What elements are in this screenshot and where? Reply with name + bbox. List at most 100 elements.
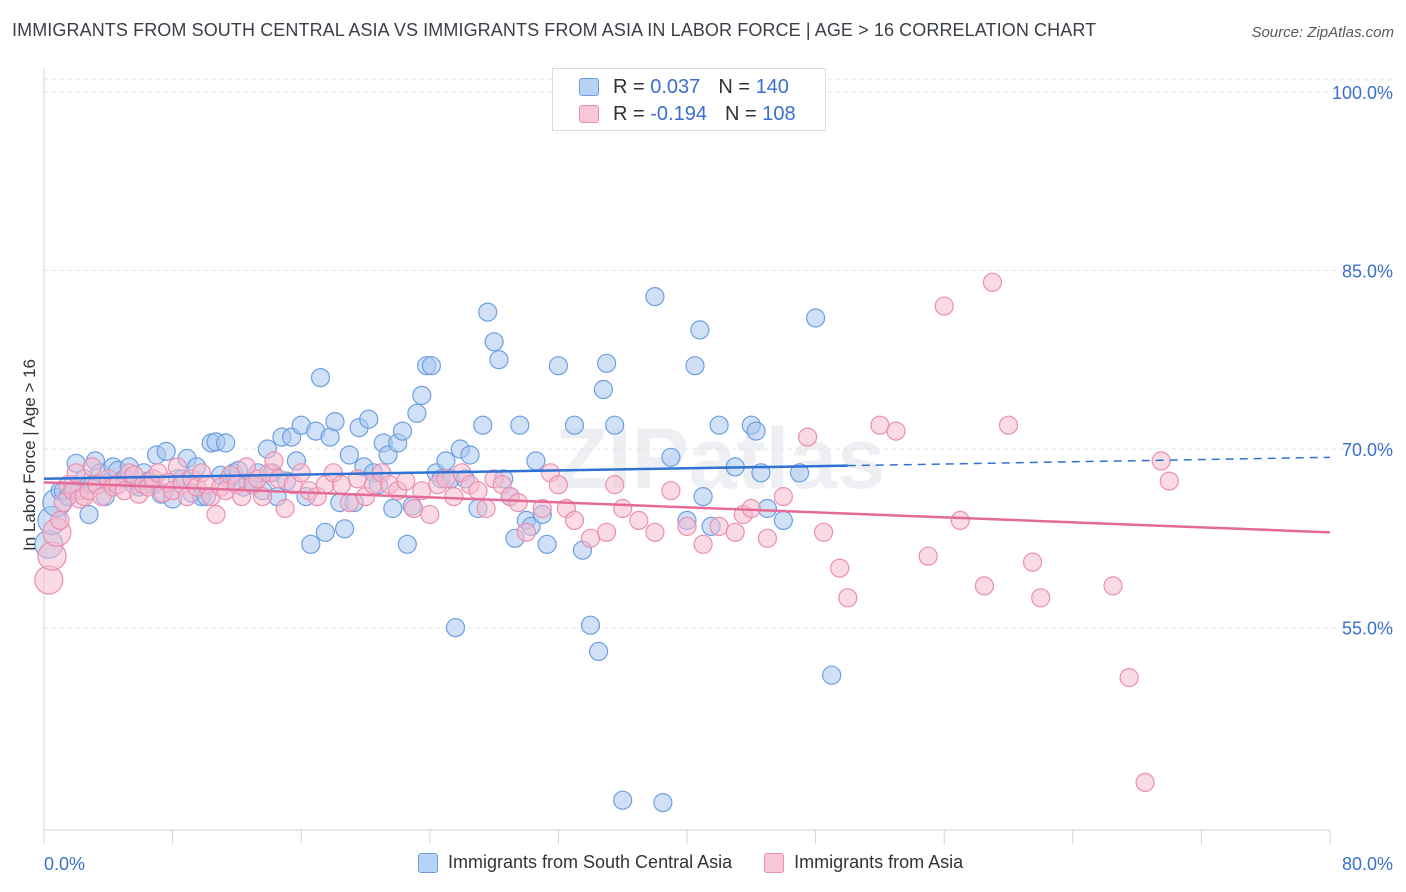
- data-point-asia: [998, 415, 1019, 435]
- data-point-south-central-asia: [510, 415, 530, 435]
- y-tick-label: 55.0%: [1342, 619, 1393, 639]
- data-point-asia: [596, 522, 617, 542]
- trend-line-extension: [847, 456, 1331, 467]
- y-tick-label: 70.0%: [1342, 440, 1393, 460]
- data-point-asia: [548, 475, 569, 495]
- correlation-legend: R = 0.037 N = 140 R = -0.194 N = 108: [552, 68, 826, 131]
- data-point-asia: [50, 510, 70, 531]
- data-point-asia: [725, 522, 745, 542]
- data-point-asia: [564, 510, 585, 531]
- legend-n-label: N =: [724, 102, 757, 125]
- data-point-asia: [629, 510, 649, 531]
- trend-line-asia: [43, 481, 1331, 534]
- legend-r-value: 0.037: [650, 75, 701, 98]
- data-point-south-central-asia: [596, 353, 617, 373]
- data-point-asia: [420, 504, 440, 525]
- data-point-south-central-asia: [645, 287, 665, 307]
- data-point-south-central-asia: [325, 412, 345, 432]
- data-point-south-central-asia: [335, 519, 355, 539]
- source-note: Source: ZipAtlas.com: [1251, 24, 1394, 41]
- data-point-south-central-asia: [789, 463, 810, 483]
- data-point-south-central-asia: [746, 421, 766, 441]
- data-point-asia: [918, 546, 938, 566]
- data-point-asia: [757, 528, 778, 548]
- data-point-south-central-asia: [412, 385, 432, 405]
- data-point-asia: [613, 498, 633, 519]
- data-point-asia: [605, 475, 625, 495]
- data-point-south-central-asia: [383, 498, 403, 519]
- legend-item-label: Immigrants from South Central Asia: [448, 852, 733, 872]
- data-point-asia: [934, 296, 954, 316]
- data-point-south-central-asia: [397, 534, 417, 554]
- axes: [43, 68, 1331, 844]
- data-point-asia: [291, 463, 311, 483]
- data-point-asia: [797, 427, 818, 447]
- data-point-south-central-asia: [156, 441, 176, 461]
- data-point-south-central-asia: [484, 332, 504, 352]
- data-point-asia: [331, 475, 351, 495]
- data-point-south-central-asia: [685, 356, 705, 376]
- y-tick-label: 100.0%: [1332, 83, 1393, 103]
- data-point-south-central-asia: [339, 445, 359, 465]
- legend-item-asia: Immigrants from Asia: [764, 852, 963, 873]
- data-point-south-central-asia: [478, 302, 498, 322]
- legend-swatch-blue: [418, 852, 438, 873]
- data-point-asia: [773, 487, 794, 507]
- data-point-asia: [982, 272, 1003, 292]
- data-point-south-central-asia: [489, 350, 509, 370]
- data-point-south-central-asia: [315, 522, 335, 542]
- data-point-south-central-asia: [79, 504, 99, 525]
- data-point-south-central-asia: [709, 415, 729, 435]
- data-point-south-central-asia: [407, 403, 427, 423]
- legend-r-label: R =: [613, 102, 645, 125]
- data-point-asia: [264, 451, 284, 471]
- trend-line-south-central-asia: [43, 464, 848, 481]
- legend-swatch-blue: [579, 78, 599, 96]
- series-legend: Immigrants from South Central Asia Immig…: [418, 852, 995, 873]
- data-point-south-central-asia: [301, 534, 321, 554]
- data-point-asia: [1022, 552, 1043, 572]
- data-point-asia: [580, 528, 601, 548]
- data-point-south-central-asia: [421, 356, 441, 376]
- chart-title: IMMIGRANTS FROM SOUTH CENTRAL ASIA VS IM…: [12, 20, 1097, 40]
- legend-swatch-pink: [579, 105, 599, 123]
- legend-swatch-pink: [764, 852, 785, 873]
- data-point-south-central-asia: [537, 534, 557, 554]
- data-point-south-central-asia: [605, 415, 625, 435]
- data-point-south-central-asia: [653, 792, 673, 813]
- x-tick-label-min: 0.0%: [44, 854, 85, 874]
- trend-lines: [43, 456, 1331, 534]
- data-point-asia: [82, 457, 102, 477]
- data-point-asia: [950, 510, 970, 531]
- data-point-asia: [444, 487, 464, 507]
- data-point-asia: [508, 493, 528, 513]
- data-point-asia: [37, 541, 67, 571]
- data-point-asia: [167, 457, 187, 477]
- data-point-asia: [1119, 667, 1139, 688]
- data-point-south-central-asia: [445, 617, 466, 638]
- data-point-south-central-asia: [473, 415, 493, 435]
- data-point-asia: [709, 516, 729, 537]
- data-point-asia: [1159, 471, 1179, 491]
- y-tick-label: 85.0%: [1342, 261, 1393, 281]
- data-point-south-central-asia: [460, 445, 480, 465]
- legend-item-label: Immigrants from Asia: [794, 852, 964, 872]
- legend-row-series2: R = -0.194 N = 108: [579, 103, 796, 125]
- data-point-south-central-asia: [436, 451, 456, 471]
- data-point-south-central-asia: [613, 790, 633, 810]
- data-point-asia: [1103, 576, 1123, 596]
- data-point-asia: [813, 522, 834, 542]
- y-axis-label: In Labor Force | Age > 16: [20, 358, 39, 552]
- data-point-asia: [838, 588, 858, 608]
- legend-n-label: N =: [718, 75, 750, 98]
- data-point-asia: [476, 498, 496, 519]
- data-point-south-central-asia: [690, 320, 710, 340]
- data-point-asia: [206, 504, 226, 525]
- data-point-south-central-asia: [693, 487, 713, 507]
- data-point-south-central-asia: [392, 421, 413, 441]
- data-point-asia: [468, 481, 488, 501]
- data-point-asia: [693, 534, 713, 554]
- series-asia-points: [34, 272, 1179, 793]
- data-point-south-central-asia: [526, 451, 546, 471]
